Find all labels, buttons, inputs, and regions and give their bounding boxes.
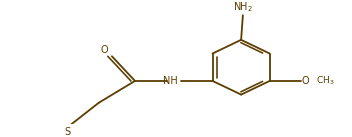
Text: S: S bbox=[64, 127, 70, 137]
Text: CH$_3$: CH$_3$ bbox=[316, 75, 335, 87]
Text: O: O bbox=[302, 76, 310, 86]
Text: NH: NH bbox=[163, 76, 178, 86]
Text: O: O bbox=[101, 45, 108, 55]
Text: NH$_2$: NH$_2$ bbox=[233, 0, 253, 14]
